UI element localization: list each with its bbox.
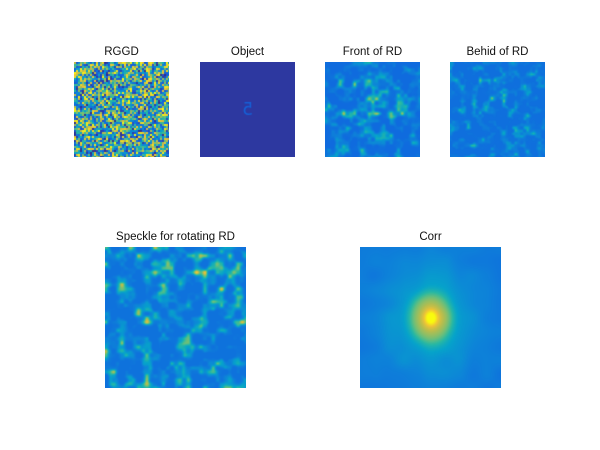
- panel-title-behind-of-rd: Behid of RD: [466, 46, 529, 58]
- panel-front-of-rd: Front of RD: [325, 44, 420, 157]
- panel-rggd: RGGD: [74, 44, 169, 157]
- rggd-heatmap-image: [74, 62, 169, 157]
- panel-object: Object: [200, 44, 295, 157]
- panel-title-object: Object: [230, 46, 265, 58]
- panel-corr: Corr: [360, 229, 501, 388]
- speckle-rotating-rd-heatmap-image: [105, 247, 246, 388]
- panel-title-front-of-rd: Front of RD: [342, 46, 403, 58]
- panel-speckle-rotating-rd: Speckle for rotating RD: [105, 229, 246, 388]
- object-heatmap-image: [200, 62, 295, 157]
- panel-title-rggd: RGGD: [104, 46, 139, 58]
- corr-heatmap-image: [360, 247, 501, 388]
- panel-behind-of-rd: Behid of RD: [450, 44, 545, 157]
- panel-title-speckle-rotating-rd: Speckle for rotating RD: [116, 231, 235, 243]
- front-of-rd-heatmap-image: [325, 62, 420, 157]
- behind-of-rd-heatmap-image: [450, 62, 545, 157]
- panel-title-corr: Corr: [419, 231, 442, 243]
